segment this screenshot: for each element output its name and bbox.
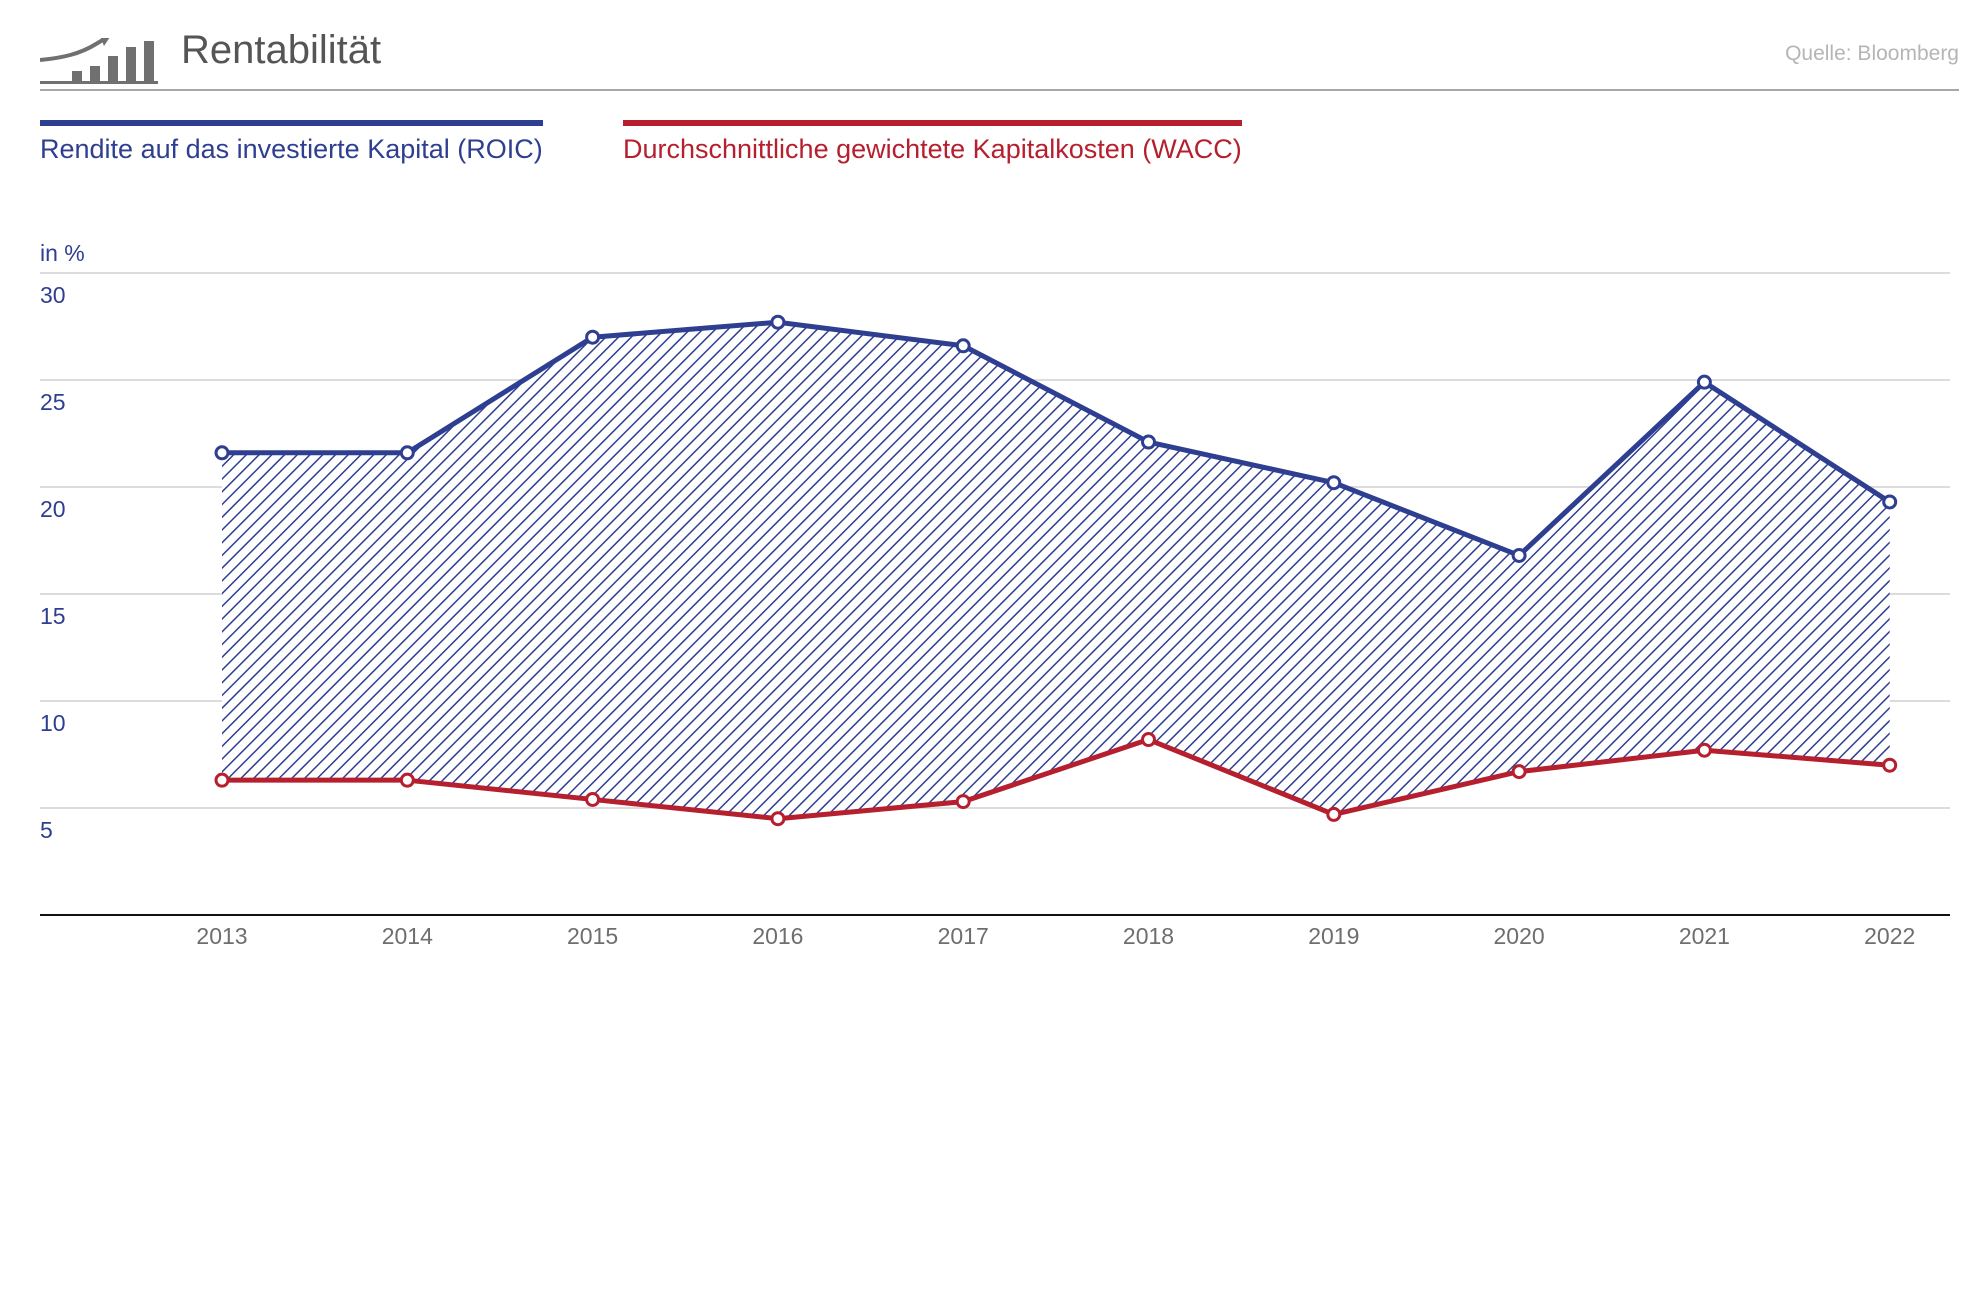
legend-swatch-roic xyxy=(40,120,543,126)
y-tick-label: 25 xyxy=(40,389,66,415)
y-axis-unit-label: in % xyxy=(40,240,85,266)
roic-point xyxy=(770,314,786,330)
roic-point xyxy=(1882,494,1898,510)
x-tick-label: 2019 xyxy=(1308,923,1359,949)
source-note: Quelle: Bloomberg xyxy=(1785,42,1959,65)
roic-point xyxy=(1141,434,1156,450)
y-tick-label: 5 xyxy=(40,817,53,843)
roic-point xyxy=(1511,547,1527,563)
y-tick-label: 20 xyxy=(40,496,66,522)
wacc-point xyxy=(770,811,786,827)
x-tick-label: 2018 xyxy=(1123,923,1174,949)
y-tick-label: 10 xyxy=(40,710,66,736)
x-tick-label: 2017 xyxy=(938,923,989,949)
x-tick-label: 2015 xyxy=(567,923,618,949)
roic-point xyxy=(955,338,971,354)
wacc-point xyxy=(1882,757,1898,773)
rising-bar-chart-icon xyxy=(40,38,158,84)
wacc-series-line xyxy=(222,737,1890,822)
legend-item-wacc: Durchschnittliche gewichtete Kapitalkost… xyxy=(623,120,1242,165)
legend-item-roic: Rendite auf das investierte Kapital (ROI… xyxy=(40,120,543,165)
roic-series-line xyxy=(222,319,1892,558)
wacc-point xyxy=(1696,742,1712,758)
x-tick-label: 2014 xyxy=(382,923,433,949)
roic-point xyxy=(214,445,230,461)
wacc-point xyxy=(214,772,230,788)
wacc-point xyxy=(1326,806,1342,822)
wacc-point xyxy=(955,794,971,810)
roic-point xyxy=(585,329,601,345)
y-tick-label: 30 xyxy=(40,282,66,308)
x-tick-label: 2021 xyxy=(1679,923,1730,949)
wacc-point xyxy=(1141,732,1156,748)
legend-label-roic: Rendite auf das investierte Kapital (ROI… xyxy=(40,134,543,164)
x-tick-label: 2016 xyxy=(752,923,803,949)
header-divider xyxy=(40,89,1959,91)
y-tick-label: 15 xyxy=(40,603,66,629)
hatched-spread-area xyxy=(222,322,1890,819)
legend-swatch-wacc xyxy=(623,120,1242,126)
wacc-point xyxy=(1511,764,1527,780)
x-tick-label: 2013 xyxy=(196,923,247,949)
page-title: Rentabilität xyxy=(181,28,382,72)
roic-point xyxy=(1696,374,1712,390)
roic-point xyxy=(1326,475,1342,491)
roic-point xyxy=(399,445,415,461)
wacc-point xyxy=(585,791,601,807)
wacc-point xyxy=(399,772,415,788)
x-tick-label: 2020 xyxy=(1494,923,1545,949)
legend-label-wacc: Durchschnittliche gewichtete Kapitalkost… xyxy=(623,134,1242,164)
x-tick-label: 2022 xyxy=(1864,923,1915,949)
